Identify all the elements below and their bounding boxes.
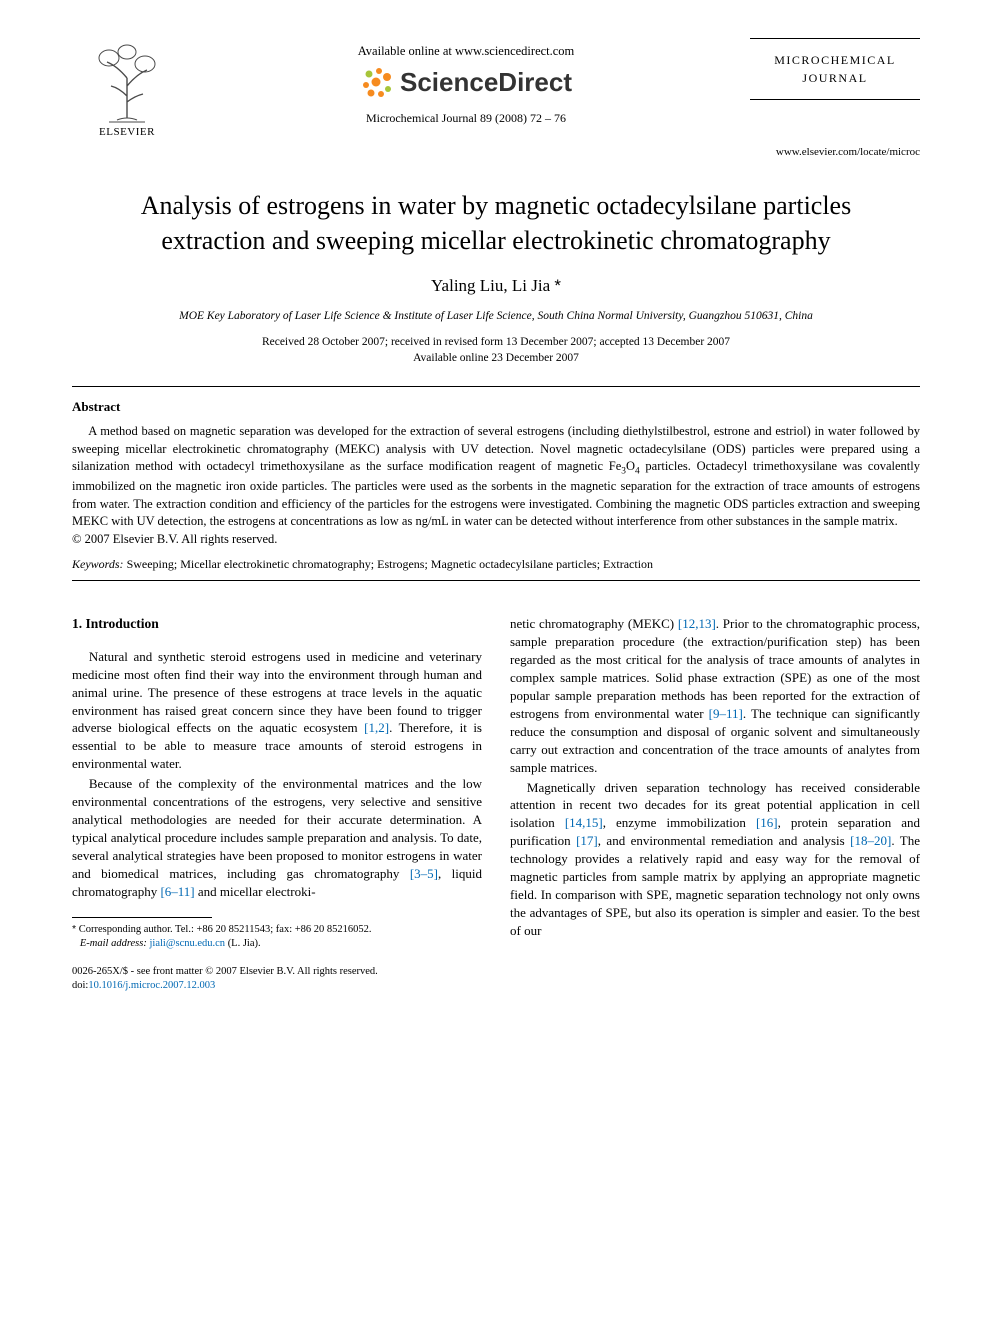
doi-label: doi: (72, 980, 88, 991)
sciencedirect-text: ScienceDirect (400, 67, 572, 98)
footnote-email-link[interactable]: jiali@scnu.edu.cn (149, 938, 225, 949)
keywords: Keywords: Sweeping; Micellar electrokine… (72, 557, 920, 572)
journal-name-line1: MICROCHEMICAL (750, 51, 920, 69)
intro-p1: Natural and synthetic steroid estrogens … (72, 648, 482, 774)
column-right: netic chromatography (MEKC) [12,13]. Pri… (510, 615, 920, 993)
publisher-label: ELSEVIER (72, 126, 182, 138)
journal-box-wrap: MICROCHEMICAL JOURNAL (750, 38, 920, 100)
column-left: 1. Introduction Natural and synthetic st… (72, 615, 482, 993)
abstract-copyright: © 2007 Elsevier B.V. All rights reserved… (72, 532, 920, 547)
center-header: Available online at www.sciencedirect.co… (182, 38, 750, 126)
keywords-value: Sweeping; Micellar electrokinetic chroma… (127, 557, 653, 571)
ref-14-15[interactable]: [14,15] (565, 815, 603, 830)
authors: Yaling Liu, Li Jia * (72, 276, 920, 296)
footnote-separator (72, 917, 212, 918)
sciencedirect-dots-icon (360, 65, 394, 99)
ref-16[interactable]: [16] (756, 815, 778, 830)
doi-link[interactable]: 10.1016/j.microc.2007.12.003 (88, 980, 215, 991)
dates-online: Available online 23 December 2007 (413, 352, 579, 364)
rule-above-abstract (72, 386, 920, 387)
author-names: Yaling Liu, Li Jia (431, 276, 550, 295)
ref-12-13[interactable]: [12,13] (678, 616, 716, 631)
elsevier-tree-icon (89, 38, 165, 124)
journal-box: MICROCHEMICAL JOURNAL (750, 38, 920, 100)
journal-reference: Microchemical Journal 89 (2008) 72 – 76 (182, 111, 750, 126)
dates-received: Received 28 October 2007; received in re… (262, 336, 730, 348)
intro-heading: 1. Introduction (72, 615, 482, 634)
intro-p2-cont: netic chromatography (MEKC) [12,13]. Pri… (510, 615, 920, 776)
intro-p2c-a: netic chromatography (MEKC) (510, 616, 678, 631)
ref-1-2[interactable]: [1,2] (364, 720, 389, 735)
title-line2: extraction and sweeping micellar electro… (161, 226, 830, 255)
available-online-text: Available online at www.sciencedirect.co… (182, 44, 750, 59)
intro-p3-e: . The technology provides a relatively r… (510, 833, 920, 938)
intro-p3-b: , enzyme immobilization (603, 815, 756, 830)
keywords-label: Keywords: (72, 557, 124, 571)
footnote-email-label: E-mail address: (80, 938, 147, 949)
footnote-text: Corresponding author. Tel.: +86 20 85211… (79, 924, 372, 935)
ref-6-11[interactable]: [6–11] (160, 884, 194, 899)
body-columns: 1. Introduction Natural and synthetic st… (72, 615, 920, 993)
ref-3-5[interactable]: [3–5] (410, 866, 438, 881)
bottom-meta: 0026-265X/$ - see front matter © 2007 El… (72, 965, 482, 993)
title-line1: Analysis of estrogens in water by magnet… (141, 191, 851, 220)
article-title: Analysis of estrogens in water by magnet… (72, 188, 920, 258)
intro-p2-c: and micellar electroki- (195, 884, 316, 899)
journal-name-line2: JOURNAL (750, 69, 920, 87)
intro-p2: Because of the complexity of the environ… (72, 775, 482, 901)
footnote-email-tail: (L. Jia). (225, 938, 261, 949)
abstract-body: A method based on magnetic separation wa… (72, 423, 920, 530)
abstract-heading: Abstract (72, 399, 920, 415)
footnote-marker: * (72, 923, 76, 935)
header-row: ELSEVIER Available online at www.science… (72, 38, 920, 138)
abstract-text: A method based on magnetic separation wa… (72, 424, 920, 527)
affiliation: MOE Key Laboratory of Laser Life Science… (72, 310, 920, 322)
rule-below-keywords (72, 580, 920, 581)
intro-p3: Magnetically driven separation technolog… (510, 779, 920, 940)
footnote: * Corresponding author. Tel.: +86 20 852… (72, 922, 482, 951)
front-matter: 0026-265X/$ - see front matter © 2007 El… (72, 966, 378, 977)
journal-website: www.elsevier.com/locate/microc (72, 146, 920, 158)
intro-p3-d: , and environmental remediation and anal… (598, 833, 850, 848)
ref-9-11[interactable]: [9–11] (709, 706, 743, 721)
corresponding-marker: * (554, 276, 561, 295)
publisher-block: ELSEVIER (72, 38, 182, 138)
sciencedirect-logo: ScienceDirect (360, 65, 572, 99)
ref-18-20[interactable]: [18–20] (850, 833, 891, 848)
article-dates: Received 28 October 2007; received in re… (72, 334, 920, 366)
ref-17[interactable]: [17] (576, 833, 598, 848)
